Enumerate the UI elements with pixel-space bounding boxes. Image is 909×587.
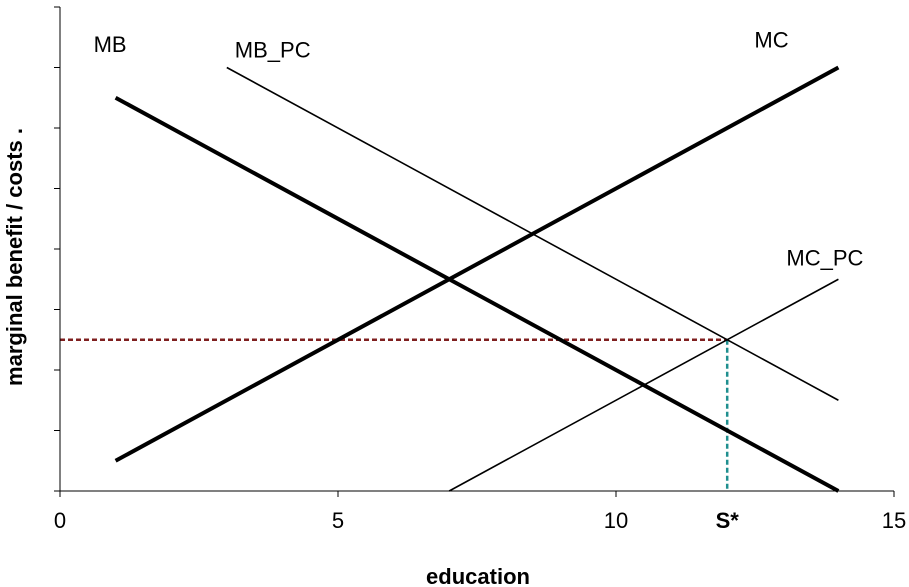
series-label-mc: MC [754,28,788,53]
x-tick-label: 0 [54,508,66,533]
series-line-mc [114,65,840,463]
x-tick-label: 10 [604,508,628,533]
x-tick-label: 5 [332,508,344,533]
series-label-mb: MB [94,32,127,57]
series-line-mb [114,95,840,493]
series-label-mc-pc: MC_PC [786,245,863,270]
x-axis-title: education [426,564,530,587]
annotation-s-star: S* [716,508,740,533]
series-line-mc-pc [448,278,839,492]
reference-lines [60,338,729,491]
x-tick-label: 15 [882,508,906,533]
axes: 0 5 10 15 [54,6,906,533]
series-label-mb-pc: MB_PC [235,38,311,63]
y-axis-title: marginal benefit / costs . [2,128,27,386]
labels: MB MB_PC MC MC_PC S* [94,28,864,534]
series-lines [114,65,840,493]
